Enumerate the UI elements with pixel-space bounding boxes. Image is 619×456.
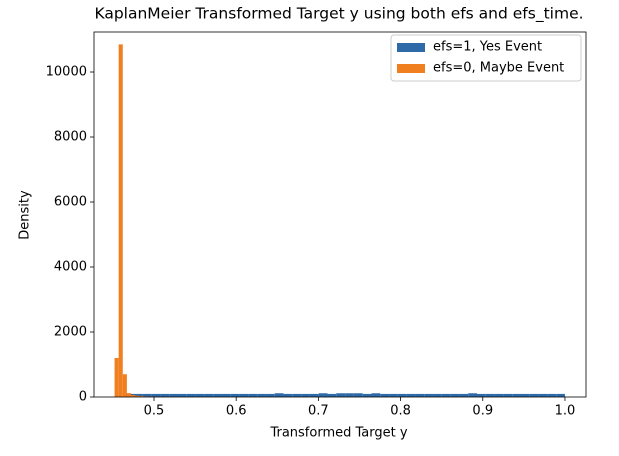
histogram-bar [459,394,468,397]
histogram-bar [336,393,345,397]
histogram-bar [363,394,372,397]
legend-label: efs=1, Yes Event [433,40,542,55]
histogram-bar [539,394,548,397]
histogram-bar [284,394,293,397]
x-axis-label: Transformed Target y [269,426,407,441]
histogram-bar [160,394,169,397]
legend-swatch [397,43,425,52]
histogram-bar [222,394,231,397]
histogram-bar [213,394,222,397]
histogram-bar [521,394,530,397]
histogram-bar [240,394,249,397]
y-tick-label: 2000 [54,325,87,340]
histogram-bar [398,394,407,397]
legend-label: efs=0, Maybe Event [433,61,564,76]
histogram-bar [275,393,284,397]
y-tick-label: 6000 [54,195,87,210]
histogram-bar [169,394,178,397]
histogram-bar [371,393,380,397]
histogram-bar [530,394,539,397]
histogram-bar [486,394,495,397]
histogram-bar [204,394,213,397]
histogram-bar [248,394,257,397]
y-tick-label: 0 [79,390,87,405]
x-tick-label: 0.9 [472,404,493,419]
histogram-bar [328,394,337,397]
histogram-bar [468,393,477,397]
y-tick-label: 10000 [46,65,87,80]
x-tick-label: 0.7 [308,404,329,419]
y-tick-label: 8000 [54,130,87,145]
chart-title: KaplanMeier Transformed Target y using b… [94,5,583,24]
histogram-bar [503,394,512,397]
histogram-bar [301,394,310,397]
histogram-bar [354,393,363,397]
histogram-bar [424,394,433,397]
histogram-bar [345,393,354,397]
histogram-bar [266,394,275,397]
legend-swatch [397,64,425,73]
histogram-bar [556,394,565,397]
histogram-bar [178,394,187,397]
x-tick-label: 0.6 [226,404,247,419]
y-tick-label: 4000 [54,260,87,275]
x-tick-label: 0.5 [144,404,165,419]
histogram-bar [495,394,504,397]
histogram-bar [547,394,556,397]
x-tick-label: 1.0 [555,404,576,419]
histogram-bar [319,393,328,397]
histogram-bar [187,394,196,397]
histogram-bar [389,394,398,397]
histogram-bar [257,394,266,397]
histogram-bar [433,394,442,397]
histogram-bar [415,394,424,397]
x-tick-label: 0.8 [390,404,411,419]
histogram-bar [310,394,319,397]
histogram-bar [477,394,486,397]
histogram-bar [407,394,416,397]
histogram-bar [380,394,389,397]
histogram-bar [292,394,301,397]
histogram-bar [512,394,521,397]
histogram-bar [119,44,123,397]
histogram-bar [231,394,240,397]
histogram-bar [451,394,460,397]
histogram-bar [127,393,131,397]
y-axis-label: Density [18,190,33,240]
histogram-bar [442,394,451,397]
histogram-bar [196,394,205,397]
histogram-bar [123,374,127,397]
histogram-bar [152,394,161,397]
histogram-bar [115,358,119,397]
